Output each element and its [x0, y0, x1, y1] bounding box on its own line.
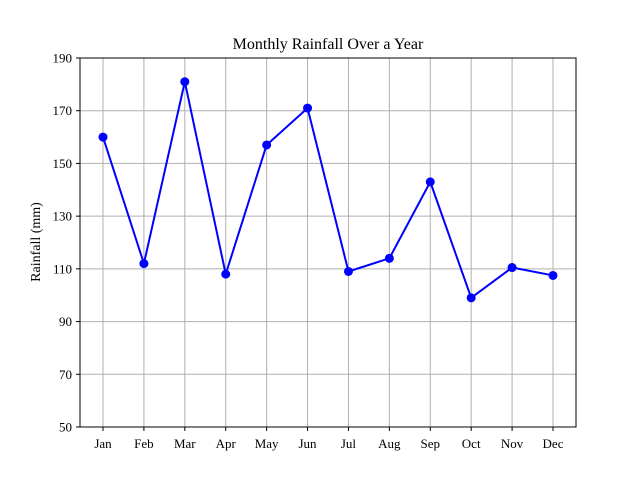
x-tick-label: Mar: [174, 436, 196, 451]
y-tick-label: 90: [59, 314, 72, 329]
x-axis-ticks: Jan Feb Mar Apr May Jun Jul Aug Sep Oct Nov Dec: [94, 427, 564, 451]
data-point-nov: [507, 263, 517, 273]
series-layer: [98, 77, 558, 303]
y-tick-label: 110: [53, 261, 72, 276]
data-point-jan: [98, 132, 108, 142]
chart-title: Monthly Rainfall Over a Year: [233, 36, 424, 53]
x-tick-label: Nov: [501, 436, 524, 451]
y-axis-ticks: 50 70 90 110 130 150 170 190: [53, 51, 80, 435]
y-axis-label: Rainfall (mm): [29, 202, 44, 282]
series-line: [102, 80, 554, 299]
data-point-dec: [548, 270, 558, 280]
y-tick-label: 50: [59, 420, 72, 435]
x-tick-label: Feb: [134, 436, 154, 451]
data-point-jun: [303, 103, 313, 113]
data-point-feb: [139, 259, 149, 269]
x-tick-label: Apr: [216, 436, 237, 451]
data-point-may: [262, 140, 272, 150]
data-point-mar: [180, 77, 190, 87]
x-tick-label: Jul: [341, 436, 357, 451]
x-tick-label: Jan: [94, 436, 112, 451]
x-tick-label: Jun: [299, 436, 318, 451]
data-point-jul: [343, 266, 353, 276]
x-tick-label: May: [255, 436, 279, 451]
x-tick-label: Dec: [543, 436, 564, 451]
data-point-apr: [221, 269, 231, 279]
data-point-sep: [425, 177, 435, 187]
data-point-aug: [384, 253, 394, 263]
y-tick-label: 150: [53, 156, 73, 171]
plot-frame: [79, 57, 577, 428]
x-tick-label: Aug: [378, 436, 401, 451]
y-tick-label: 170: [53, 103, 73, 118]
x-tick-label: Sep: [421, 436, 441, 451]
data-point-oct: [466, 293, 476, 303]
y-tick-label: 70: [59, 367, 72, 382]
y-tick-label: 130: [53, 209, 73, 224]
y-tick-label: 190: [53, 51, 73, 66]
x-tick-label: Oct: [462, 436, 481, 451]
